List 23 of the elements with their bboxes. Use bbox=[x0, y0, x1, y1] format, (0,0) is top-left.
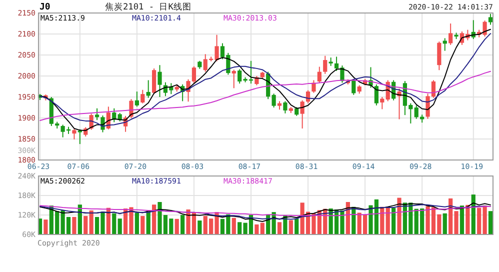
candlestick bbox=[146, 80, 150, 98]
candlestick bbox=[300, 100, 304, 129]
candlestick bbox=[488, 13, 493, 26]
candlestick bbox=[323, 55, 328, 74]
candlestick bbox=[442, 38, 447, 52]
candlestick bbox=[272, 93, 276, 108]
candlestick bbox=[72, 128, 76, 140]
candlestick bbox=[374, 84, 378, 106]
candlestick bbox=[232, 69, 236, 89]
candlestick bbox=[94, 108, 100, 121]
chart-title: J0 bbox=[40, 2, 50, 12]
line-series bbox=[40, 205, 491, 216]
candlestick bbox=[158, 64, 162, 98]
candlestick bbox=[312, 80, 316, 94]
candlestick bbox=[380, 96, 384, 110]
candlestick bbox=[283, 100, 288, 114]
candlestick bbox=[317, 66, 322, 84]
candlestick bbox=[134, 91, 139, 108]
candlestick bbox=[140, 89, 145, 104]
candlestick bbox=[437, 41, 442, 71]
candlestick bbox=[448, 23, 453, 46]
chart-subtitle: 焦炭2101 - 日K线图 bbox=[105, 2, 192, 12]
candlestick bbox=[78, 128, 82, 145]
